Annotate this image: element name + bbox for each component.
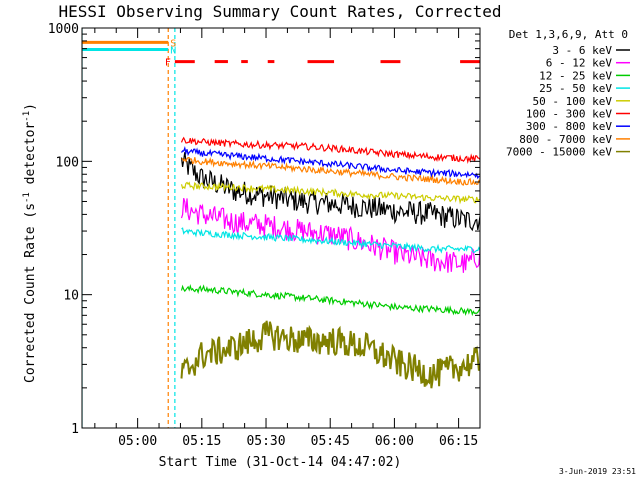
y-tick-label: 10 <box>63 289 79 304</box>
flag-label-N: N <box>170 45 176 56</box>
series-line-1 <box>180 198 480 273</box>
series-line-0 <box>180 152 480 232</box>
x-tick-label: 05:00 <box>118 434 157 449</box>
x-tick-label: 05:15 <box>182 434 221 449</box>
y-axis-label-text: Corrected Count Rate (s <box>23 203 38 383</box>
axes: 1 10 100 1000 05:00 05:15 05:30 05:45 06:00 06:15 <box>48 22 481 449</box>
x-tick-label: 05:45 <box>311 434 350 449</box>
legend-label: 25 - 50 keV <box>539 82 612 95</box>
y-tick-label: 1 <box>71 422 79 437</box>
legend-label: 300 - 800 keV <box>526 120 612 133</box>
legend-label: 7000 - 15000 keV <box>506 146 612 159</box>
x-axis-label: Start Time (31-Oct-14 04:47:02) <box>159 455 402 470</box>
y-tick-label: 1000 <box>48 22 79 37</box>
legend-label: 100 - 300 keV <box>526 108 612 121</box>
y-tick-label: 100 <box>56 155 79 170</box>
y-axis-label-close: ) <box>23 103 38 111</box>
legend-label: 800 - 7000 keV <box>519 133 612 146</box>
x-tick-label: 06:15 <box>439 434 478 449</box>
plot-area: SNF <box>82 28 480 428</box>
x-tick-label: 05:30 <box>246 434 285 449</box>
chart-title: HESSI Observing Summary Count Rates, Cor… <box>58 2 501 21</box>
legend-label: 50 - 100 keV <box>533 95 613 108</box>
y-axis-label-text2: detector <box>23 122 38 193</box>
x-tick-label: 06:00 <box>375 434 414 449</box>
plot-frame <box>81 27 481 429</box>
legend-label: 3 - 6 keV <box>552 44 612 57</box>
series-line-5 <box>180 136 480 164</box>
plot-inner <box>82 28 480 428</box>
y-axis-label: Corrected Count Rate (s-1 detector-1) <box>22 103 38 383</box>
series-line-7 <box>181 156 480 186</box>
legend-label: 6 - 12 keV <box>546 57 613 70</box>
legend-title: Det 1,3,6,9, Att 0 <box>509 28 628 41</box>
flag-label-S: S <box>170 38 176 49</box>
footer-timestamp: 3-Jun-2019 23:51 <box>559 467 636 476</box>
series-line-6 <box>181 146 480 180</box>
series-line-3 <box>181 227 480 254</box>
series-line-4 <box>180 181 480 205</box>
series-line-2 <box>180 283 480 317</box>
series-line-8 <box>180 320 480 389</box>
y-axis-label-sup1: -1 <box>22 192 32 203</box>
legend-label: 12 - 25 keV <box>539 69 612 82</box>
flag-label-F: F <box>165 58 171 69</box>
y-axis-label-sup2: -1 <box>22 111 32 122</box>
